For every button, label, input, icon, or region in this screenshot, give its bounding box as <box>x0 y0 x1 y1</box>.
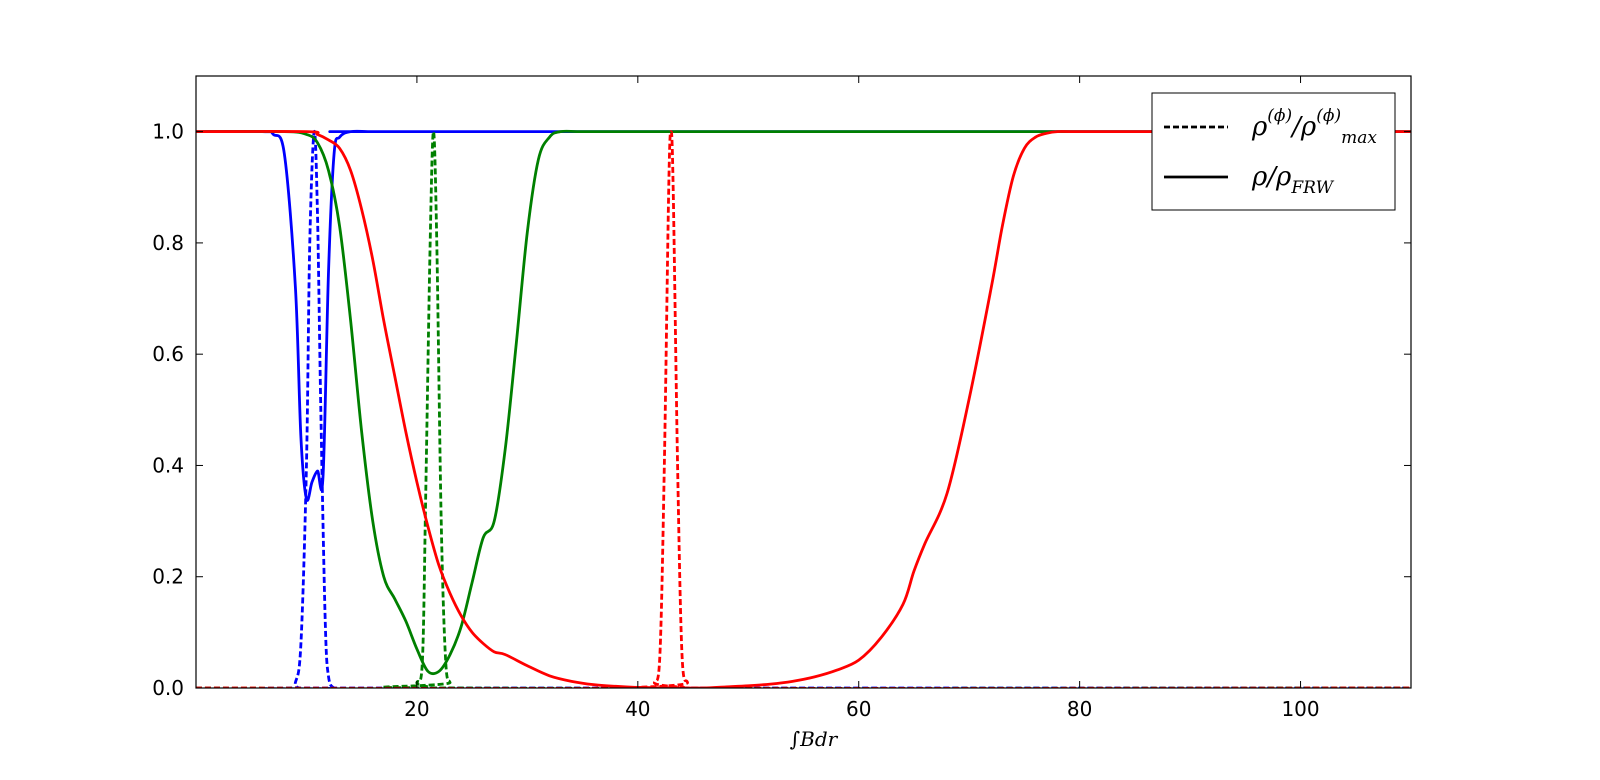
y-tick-label: 0.0 <box>152 676 184 700</box>
series-line-5-solid <box>196 130 1411 688</box>
plot-area <box>196 129 1411 688</box>
legend: ρ(ϕ)/ρ(ϕ)max ρ/ρFRW <box>1151 92 1396 211</box>
legend-label-1: ρ(ϕ)/ρ(ϕ)max <box>1251 106 1377 148</box>
y-axis: 0.0 0.2 0.4 0.6 0.8 1.0 <box>152 120 1411 700</box>
x-tick-label: 100 <box>1281 697 1319 721</box>
legend-label-2: ρ/ρFRW <box>1251 162 1335 198</box>
x-tick-label: 80 <box>1067 697 1092 721</box>
x-tick-label: 60 <box>846 697 871 721</box>
series-line-6-dashed <box>196 130 1411 688</box>
y-tick-label: 0.6 <box>152 342 184 366</box>
y-tick-label: 0.2 <box>152 565 184 589</box>
legend-box <box>1151 92 1396 211</box>
x-tick-label: 20 <box>404 697 429 721</box>
x-tick-label: 40 <box>625 697 650 721</box>
x-axis: 20 40 60 80 100 <box>404 76 1320 721</box>
x-axis-label: ∫Bdr <box>790 727 839 751</box>
y-tick-label: 1.0 <box>152 120 184 144</box>
series-line-4-dashed <box>196 130 1411 688</box>
series-line-2-dashed <box>196 130 1411 688</box>
y-tick-label: 0.4 <box>152 453 184 477</box>
series-line-1-solid <box>196 129 1411 502</box>
y-tick-label: 0.8 <box>152 231 184 255</box>
series-line-3-solid <box>196 129 1411 676</box>
plot-frame <box>195 75 1412 689</box>
